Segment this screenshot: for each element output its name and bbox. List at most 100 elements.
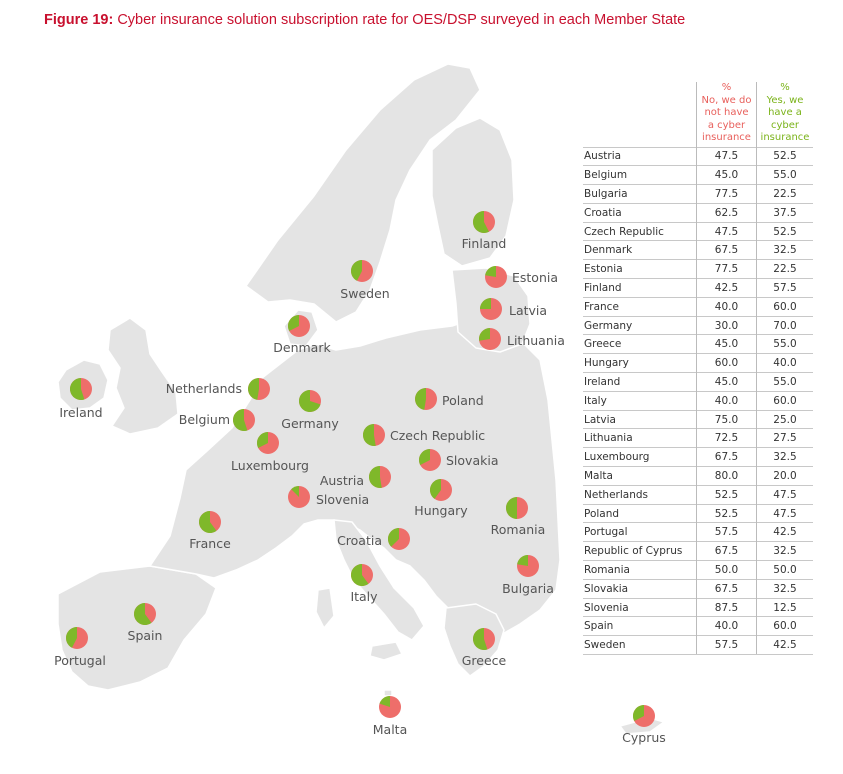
pie-slice-yes bbox=[69, 377, 85, 400]
table-cell-yes: 57.5 bbox=[756, 278, 813, 298]
pie-italy bbox=[351, 564, 373, 586]
table-cell-country: Slovakia bbox=[583, 578, 697, 599]
pie-romania bbox=[506, 497, 528, 519]
table-cell-no: 50.0 bbox=[696, 560, 757, 580]
table-cell-no: 77.5 bbox=[696, 184, 757, 204]
table-cell-no: 67.5 bbox=[696, 541, 757, 561]
table-cell-yes: 42.5 bbox=[756, 635, 813, 656]
header-country bbox=[583, 82, 697, 147]
table-cell-yes: 60.0 bbox=[756, 616, 813, 636]
map-label-poland: Poland bbox=[442, 393, 484, 408]
table-cell-country: Malta bbox=[583, 466, 697, 486]
table-cell-yes: 50.0 bbox=[756, 560, 813, 580]
table-row: Finland 42.5 57.5 bbox=[583, 278, 813, 298]
table-cell-no: 52.5 bbox=[696, 503, 757, 523]
land-malta bbox=[383, 689, 393, 697]
pie-slice-yes bbox=[368, 465, 382, 488]
table-cell-yes: 32.5 bbox=[756, 447, 813, 467]
table-cell-country: Latvia bbox=[583, 409, 697, 429]
table-cell-country: Bulgaria bbox=[583, 184, 697, 204]
header-no-line: a cyber bbox=[707, 119, 746, 131]
pie-hungary bbox=[429, 479, 452, 501]
table-row: Denmark 67.5 32.5 bbox=[583, 240, 813, 260]
map-label-republic-of-cyprus: Cyprus bbox=[622, 730, 666, 745]
pie-ireland bbox=[69, 377, 92, 400]
table-cell-country: Sweden bbox=[583, 635, 697, 656]
map-label-sweden: Sweden bbox=[340, 286, 389, 301]
table-cell-country: Denmark bbox=[583, 240, 697, 260]
pie-slice-yes bbox=[134, 603, 152, 625]
table-cell-yes: 55.0 bbox=[756, 165, 813, 185]
table-cell-no: 40.0 bbox=[696, 616, 757, 636]
pie-slice-yes bbox=[485, 266, 496, 277]
table-row: Malta 80.0 20.0 bbox=[583, 466, 813, 486]
pie-slice-yes bbox=[472, 211, 489, 233]
figure-title-text: Cyber insurance solution subscription ra… bbox=[113, 12, 686, 28]
pie-slice-yes bbox=[66, 627, 77, 648]
table-row: Greece 45.0 55.0 bbox=[583, 334, 813, 354]
map-label-france: France bbox=[189, 536, 231, 551]
table-cell-yes: 55.0 bbox=[756, 372, 813, 392]
pie-slice-yes bbox=[298, 390, 321, 413]
table-cell-no: 67.5 bbox=[696, 578, 757, 599]
map-label-hungary: Hungary bbox=[414, 503, 468, 518]
header-no-line: insurance bbox=[702, 132, 751, 143]
pie-layer bbox=[66, 211, 655, 727]
table-cell-country: France bbox=[583, 296, 697, 317]
pie-slice-yes bbox=[517, 555, 528, 566]
table-row: Slovakia 67.5 32.5 bbox=[583, 578, 813, 599]
land-italy bbox=[333, 519, 425, 641]
table-row: Hungary 60.0 40.0 bbox=[583, 353, 813, 373]
pie-slice-yes bbox=[291, 486, 299, 497]
table-cell-yes: 47.5 bbox=[756, 503, 813, 523]
land-britain bbox=[107, 317, 179, 435]
map-label-slovenia: Slovenia bbox=[316, 492, 369, 507]
table-row: Belgium 45.0 55.0 bbox=[583, 165, 813, 185]
pie-slice-yes bbox=[479, 328, 490, 341]
table-cell-yes: 70.0 bbox=[756, 315, 813, 335]
table-cell-no: 45.0 bbox=[696, 372, 757, 392]
table-cell-yes: 55.0 bbox=[756, 334, 813, 354]
table-header-row: % No, we do not have a cyber insurance %… bbox=[583, 82, 813, 147]
header-yes: % Yes, we have a cyber insurance bbox=[757, 82, 814, 147]
pie-slice-yes bbox=[633, 705, 644, 721]
table-row: Ireland 45.0 55.0 bbox=[583, 372, 813, 392]
table-cell-yes: 47.5 bbox=[756, 484, 813, 505]
header-yes-line: % bbox=[780, 82, 790, 93]
pie-belgium bbox=[232, 409, 255, 431]
table-cell-country: Greece bbox=[583, 334, 697, 354]
table-row: Lithuania 72.5 27.5 bbox=[583, 428, 813, 448]
table-row: Sweden 57.5 42.5 bbox=[583, 635, 813, 656]
table-cell-no: 62.5 bbox=[696, 202, 757, 223]
map-label-ireland: Ireland bbox=[59, 405, 102, 420]
map-label-austria: Austria bbox=[320, 473, 364, 488]
pie-slice-yes bbox=[506, 497, 517, 519]
pie-france bbox=[199, 511, 221, 533]
map-label-belgium: Belgium bbox=[179, 412, 230, 427]
table-cell-no: 77.5 bbox=[696, 259, 757, 279]
table-cell-yes: 42.5 bbox=[756, 522, 813, 542]
map-label-croatia: Croatia bbox=[337, 533, 382, 548]
pie-poland bbox=[415, 388, 437, 410]
map-label-germany: Germany bbox=[281, 416, 339, 431]
map-label-romania: Romania bbox=[491, 522, 546, 537]
table-cell-country: Austria bbox=[583, 146, 697, 166]
table-cell-no: 72.5 bbox=[696, 428, 757, 448]
table-cell-no: 57.5 bbox=[696, 522, 757, 542]
table-cell-no: 45.0 bbox=[696, 334, 757, 354]
table-cell-country: Poland bbox=[583, 503, 697, 523]
map-label-portugal: Portugal bbox=[54, 653, 106, 668]
table-row: Austria 47.5 52.5 bbox=[583, 146, 813, 166]
land-sardinia bbox=[315, 587, 335, 629]
pie-czech-republic bbox=[362, 423, 385, 446]
map-label-slovakia: Slovakia bbox=[446, 453, 498, 468]
pie-slice-yes bbox=[248, 378, 259, 400]
pie-slice-yes bbox=[257, 432, 268, 448]
map-label-spain: Spain bbox=[128, 628, 163, 643]
table-cell-country: Ireland bbox=[583, 372, 697, 392]
table-cell-yes: 60.0 bbox=[756, 296, 813, 317]
map-label-lithuania: Lithuania bbox=[507, 333, 565, 348]
table-cell-no: 47.5 bbox=[696, 221, 757, 241]
table-cell-country: Republic of Cyprus bbox=[583, 541, 697, 561]
table-cell-yes: 52.5 bbox=[756, 221, 813, 241]
